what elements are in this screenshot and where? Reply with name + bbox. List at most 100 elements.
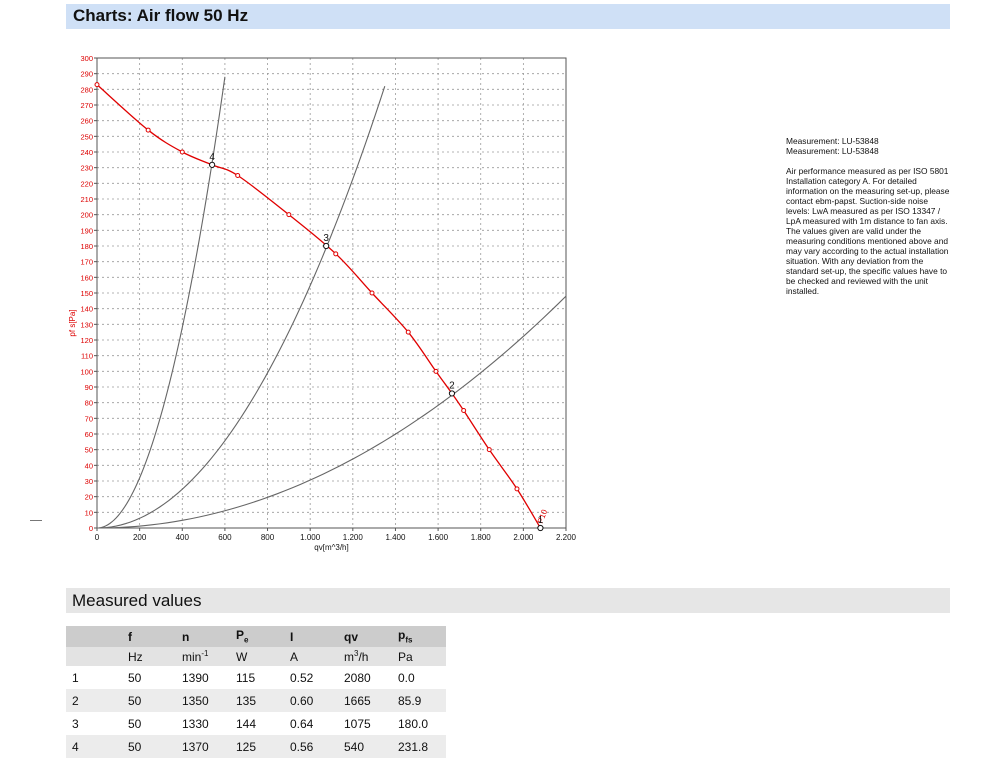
table-row: 1 50 1390 115 0.52 2080 0.0 bbox=[66, 666, 446, 689]
header-cell: n bbox=[176, 626, 230, 647]
y-tick-label: 230 bbox=[80, 164, 93, 173]
header-cell bbox=[66, 626, 122, 647]
unit-cell: Pa bbox=[392, 647, 446, 666]
chart-axes: 0 200 400 600 800 1.000 1.200 1.400 1.600 1.800 2.… bbox=[80, 54, 576, 542]
fan-curve-point bbox=[405, 329, 411, 335]
y-tick-label: 90 bbox=[85, 383, 93, 392]
table-cell: 231.8 bbox=[392, 735, 446, 758]
operating-point-label: 1 bbox=[538, 515, 544, 526]
fan-curve-point bbox=[433, 368, 439, 374]
fan-curve-point bbox=[145, 127, 151, 133]
table-cell: 50 bbox=[128, 670, 142, 685]
y-tick-label: 210 bbox=[80, 195, 93, 204]
y-tick-label: 100 bbox=[80, 367, 93, 376]
y-tick-label: 170 bbox=[80, 258, 93, 267]
header-cell: f bbox=[122, 626, 176, 647]
y-tick-label: 180 bbox=[80, 242, 93, 251]
header-cell: pfs bbox=[392, 626, 446, 647]
header-subscript: e bbox=[244, 635, 249, 645]
header-text: p bbox=[398, 628, 406, 643]
table-cell: 1665 bbox=[338, 689, 392, 712]
fan-curve-line bbox=[96, 84, 541, 529]
fan-curve-point bbox=[235, 173, 241, 178]
table-cell: 50 bbox=[122, 735, 176, 758]
notes-line: situation. With any deviation from the bbox=[786, 256, 924, 266]
y-tick-label: 260 bbox=[80, 117, 93, 126]
y-tick-label: 190 bbox=[80, 226, 93, 235]
table-cell: 144 bbox=[236, 716, 257, 731]
table-row: 4 50 1370 125 0.56 540 231.8 bbox=[66, 735, 446, 758]
y-tick-label: 10 bbox=[85, 508, 93, 517]
y-tick-label: 160 bbox=[80, 273, 93, 282]
table-row: 2 50 1350 135 0.60 1665 85.9 bbox=[66, 689, 446, 712]
y-tick-label: 240 bbox=[80, 148, 93, 157]
fan-curve: P10 bbox=[94, 82, 549, 531]
table-cell: 2 bbox=[66, 689, 122, 712]
measured-values-table: f n Pe I qv pfs Hz min-1 W A m3/h Pa 1 5… bbox=[66, 626, 446, 758]
table-cell: 0.64 bbox=[290, 716, 314, 731]
measurement-notes: Measurement: LU-53848 Measurement: LU-53… bbox=[786, 136, 961, 296]
table-cell: 115 bbox=[236, 670, 256, 685]
fan-curve-point bbox=[333, 251, 339, 257]
unit-superscript: -1 bbox=[201, 649, 209, 658]
fan-curve-point bbox=[461, 408, 467, 413]
y-axis-label: pf s[Pa] bbox=[68, 309, 77, 336]
y-tick-label: 250 bbox=[80, 132, 93, 141]
x-tick-label: 1.600 bbox=[428, 533, 449, 542]
table-cell: 1390 bbox=[182, 670, 209, 685]
air-flow-chart: 0 200 400 600 800 1.000 1.200 1.400 1.600 1.800 2.… bbox=[68, 54, 577, 552]
x-tick-label: 1.000 bbox=[300, 533, 321, 542]
divider bbox=[30, 520, 42, 521]
unit-text: /h bbox=[358, 650, 369, 664]
table-cell: 2080 bbox=[344, 670, 371, 685]
y-tick-label: 270 bbox=[80, 101, 93, 110]
system-curve-2 bbox=[96, 86, 386, 529]
x-axis-label: qv[m^3/h] bbox=[314, 543, 348, 552]
header-subscript: fs bbox=[405, 635, 413, 645]
table-units-row: Hz min-1 W A m3/h Pa bbox=[66, 647, 446, 666]
system-curves bbox=[96, 76, 567, 529]
measured-values-header: Measured values bbox=[66, 588, 950, 613]
header-cell: Pe bbox=[230, 626, 284, 647]
notes-line: installed. bbox=[786, 286, 820, 296]
table-cell: 1075 bbox=[344, 716, 371, 731]
operating-points: 1 2 3 4 bbox=[209, 152, 544, 532]
unit-text: min bbox=[182, 650, 202, 664]
fan-curve-point bbox=[514, 486, 520, 492]
notes-line: LpA measured with 1m distance to fan axi… bbox=[786, 216, 948, 226]
table-cell: 0.0 bbox=[398, 670, 415, 685]
unit-text: m bbox=[344, 650, 354, 664]
table-cell: 125 bbox=[230, 735, 284, 758]
x-tick-label: 600 bbox=[218, 533, 232, 542]
section-title: Measured values bbox=[72, 591, 202, 610]
unit-cell bbox=[66, 647, 122, 666]
unit-cell: min-1 bbox=[176, 647, 230, 666]
operating-point bbox=[209, 161, 216, 168]
notes-line: The values given are valid under the bbox=[786, 226, 922, 236]
notes-line: standard set-up, the specific values hav… bbox=[786, 266, 948, 276]
page-title: Charts: Air flow 50 Hz bbox=[73, 6, 249, 25]
unit-cell: Hz bbox=[122, 647, 176, 666]
notes-line: levels: LwA measured as per ISO 13347 / bbox=[786, 206, 941, 216]
unit-cell: m3/h bbox=[338, 647, 392, 666]
operating-point-label: 4 bbox=[209, 152, 215, 163]
x-tick-label: 1.200 bbox=[343, 533, 364, 542]
y-tick-label: 20 bbox=[85, 493, 93, 502]
y-tick-label: 220 bbox=[80, 179, 93, 188]
y-tick-label: 30 bbox=[85, 477, 93, 486]
notes-line: measuring conditions mentioned above and bbox=[786, 236, 949, 246]
system-curve-3 bbox=[96, 76, 226, 529]
table-cell: 0.60 bbox=[284, 689, 338, 712]
y-tick-label: 200 bbox=[80, 211, 93, 220]
y-tick-label: 70 bbox=[85, 414, 93, 423]
x-tick-label: 2.000 bbox=[513, 533, 534, 542]
unit-superscript: 3 bbox=[354, 649, 359, 658]
table-cell: 3 bbox=[72, 716, 79, 731]
operating-point-label: 3 bbox=[323, 233, 329, 244]
notes-line: be checked and reviewed with the unit bbox=[786, 276, 928, 286]
table-cell: 1 bbox=[72, 670, 79, 685]
notes-line: may vary according to the actual install… bbox=[786, 246, 949, 256]
operating-point-label: 2 bbox=[449, 380, 455, 391]
y-tick-label: 80 bbox=[85, 399, 93, 408]
table-cell: 135 bbox=[230, 689, 284, 712]
